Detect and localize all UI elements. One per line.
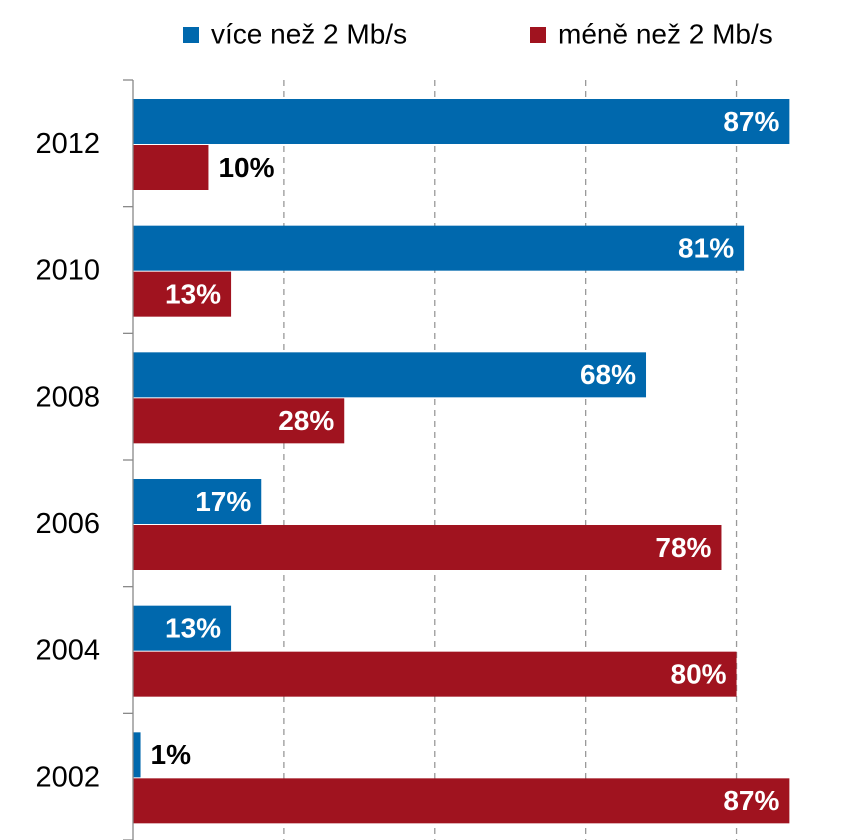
bar	[133, 352, 647, 398]
legend-label: více než 2 Mb/s	[211, 18, 407, 49]
legend-swatch	[530, 27, 546, 43]
value-label: 28%	[278, 405, 334, 436]
value-label: 13%	[165, 613, 221, 644]
value-label: 87%	[723, 785, 779, 816]
bar	[133, 145, 209, 190]
bar	[133, 525, 722, 570]
category-label: 2006	[35, 508, 100, 540]
bar	[133, 651, 737, 697]
value-label: 68%	[580, 359, 636, 390]
category-label: 2012	[35, 128, 100, 160]
category-label: 2004	[35, 635, 100, 667]
legend-swatch	[183, 27, 199, 43]
bar	[133, 732, 141, 778]
category-label: 2010	[35, 255, 100, 287]
category-label: 2008	[35, 381, 100, 413]
legend-label: méně než 2 Mb/s	[558, 18, 773, 49]
value-label: 1%	[151, 739, 192, 770]
category-label: 2002	[35, 761, 100, 793]
bar	[133, 99, 790, 144]
value-label: 13%	[165, 279, 221, 310]
value-label: 87%	[723, 106, 779, 137]
bar	[133, 479, 262, 524]
bar	[133, 398, 345, 444]
value-label: 10%	[218, 152, 274, 183]
value-label: 78%	[655, 532, 711, 563]
bar	[133, 271, 232, 317]
bar	[133, 225, 745, 271]
value-label: 17%	[195, 486, 251, 517]
bar	[133, 778, 790, 824]
value-label: 80%	[671, 659, 727, 690]
value-label: 81%	[678, 233, 734, 264]
bar	[133, 605, 232, 651]
